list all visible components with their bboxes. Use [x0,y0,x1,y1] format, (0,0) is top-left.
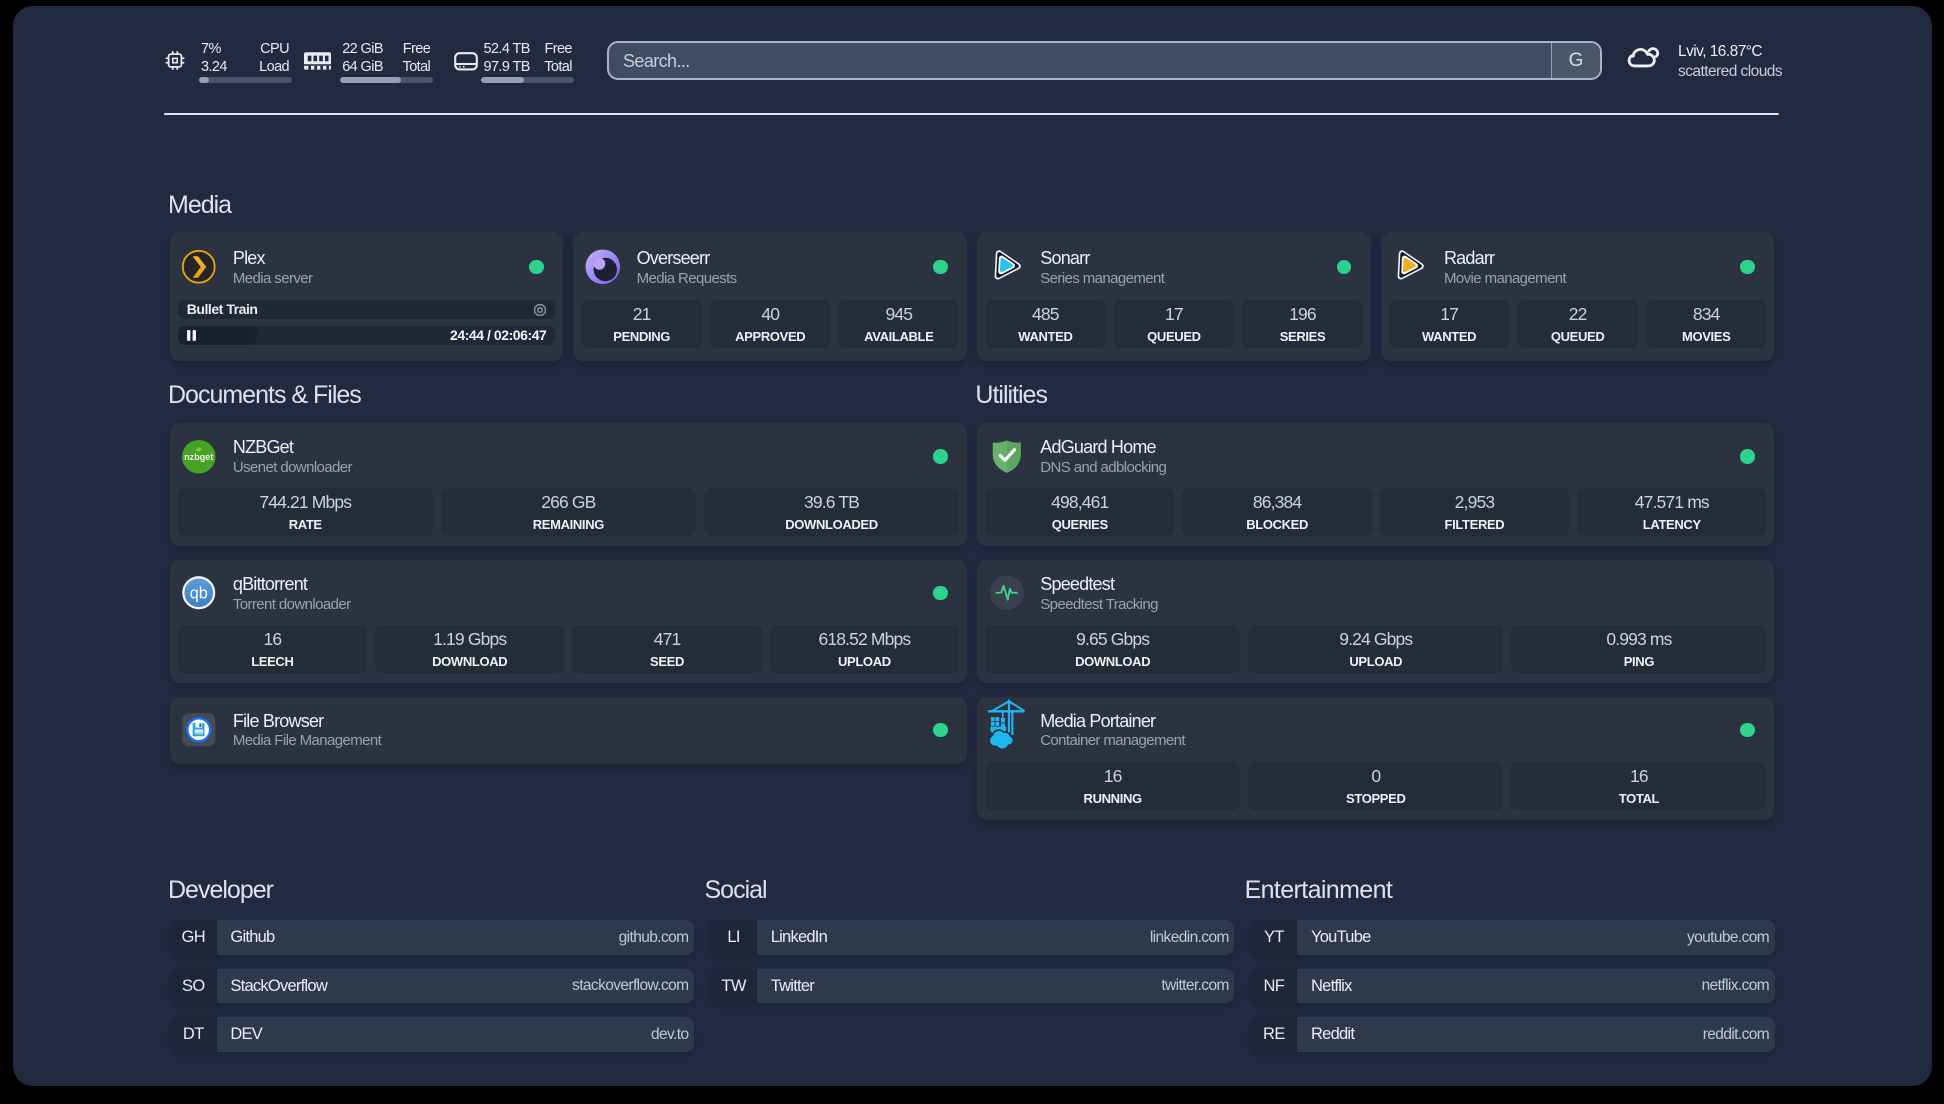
svg-text:qb: qb [190,585,208,603]
svg-text:nzbget: nzbget [185,452,214,462]
